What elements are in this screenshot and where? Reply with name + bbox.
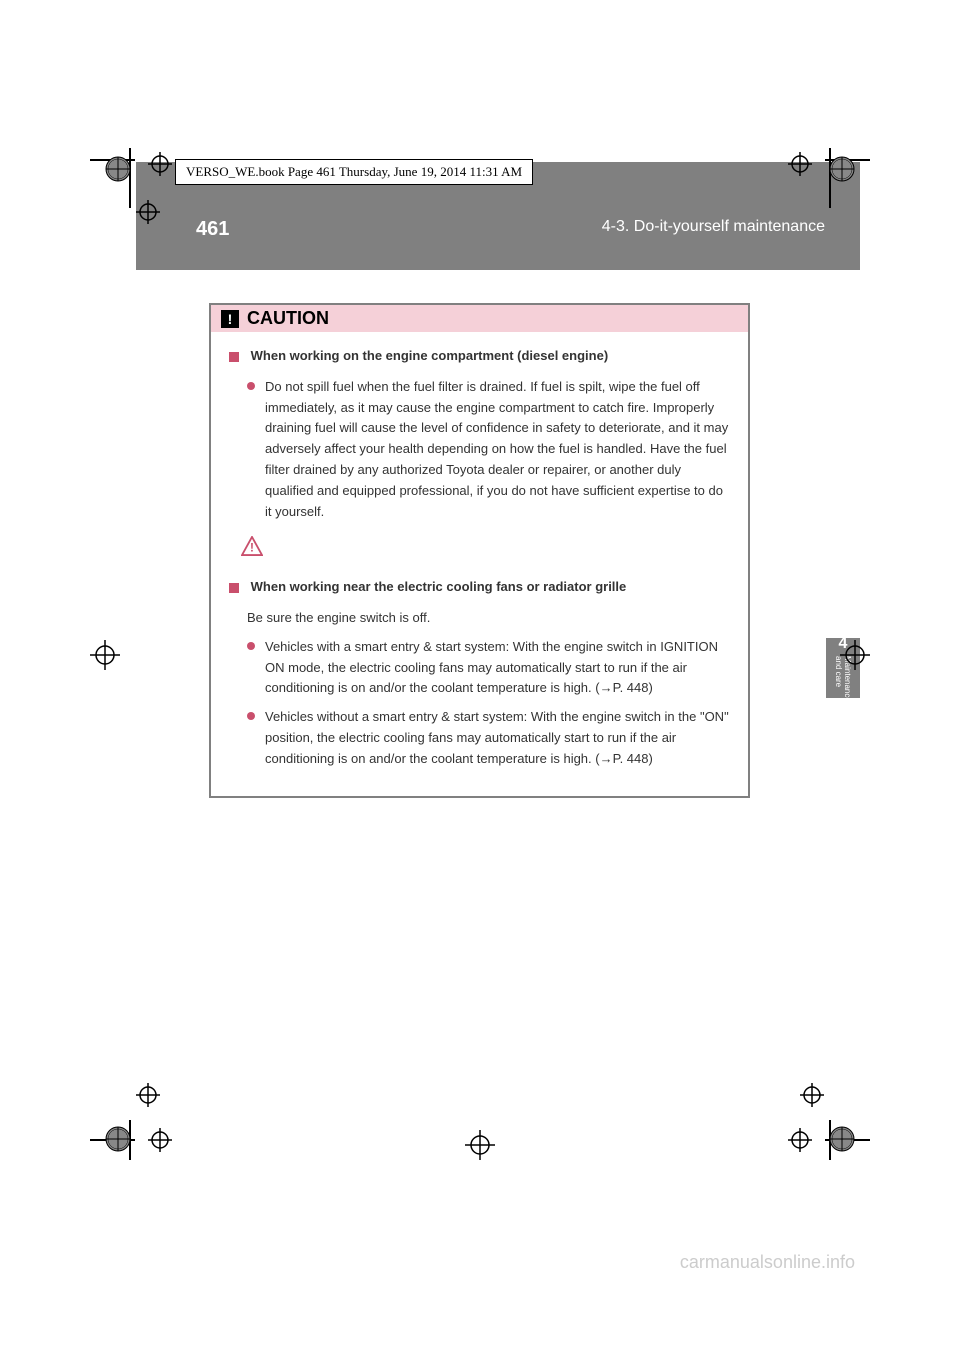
- bullet-item: Vehicles with a smart entry & start syst…: [247, 637, 730, 699]
- warning-triangle-icon: !: [241, 536, 730, 563]
- section-marker-icon: [229, 583, 239, 593]
- crosshair-icon: [788, 152, 812, 181]
- page-container: VERSO_WE.book Page 461 Thursday, June 19…: [0, 0, 960, 1358]
- caution-body: When working on the engine compartment (…: [211, 332, 748, 796]
- crosshair-icon: [148, 1128, 172, 1157]
- section-title: 4-3. Do-it-yourself maintenance: [602, 218, 825, 236]
- caution-header: ! CAUTION: [211, 305, 748, 332]
- crop-mark-icon: [90, 640, 120, 670]
- bullet-icon: [247, 382, 255, 390]
- registration-mark-icon: [828, 155, 856, 188]
- section-heading: When working near the electric cooling f…: [251, 579, 627, 594]
- caution-section: When working near the electric cooling f…: [229, 577, 730, 598]
- page-number: 461: [196, 218, 229, 241]
- registration-mark-icon: [828, 1125, 856, 1158]
- crop-mark-icon: [840, 640, 870, 670]
- section-marker-icon: [229, 352, 239, 362]
- bullet-icon: [247, 642, 255, 650]
- bullet-item: Do not spill fuel when the fuel filter i…: [247, 377, 730, 523]
- warning-icon: !: [221, 310, 239, 328]
- crosshair-icon: [136, 1083, 160, 1112]
- section-intro: Be sure the engine switch is off.: [247, 608, 730, 629]
- bullet-text: Do not spill fuel when the fuel filter i…: [265, 377, 730, 523]
- crosshair-icon: [136, 200, 160, 229]
- caution-box: ! CAUTION When working on the engine com…: [209, 303, 750, 798]
- print-info-header: VERSO_WE.book Page 461 Thursday, June 19…: [175, 159, 533, 185]
- crosshair-icon: [788, 1128, 812, 1157]
- bullet-icon: [247, 712, 255, 720]
- bullet-item: Vehicles without a smart entry & start s…: [247, 707, 730, 769]
- bullet-text: Vehicles without a smart entry & start s…: [265, 707, 730, 769]
- svg-text:!: !: [250, 541, 254, 555]
- caution-label: CAUTION: [247, 308, 329, 329]
- registration-mark-icon: [104, 155, 132, 188]
- bullet-text: Vehicles with a smart entry & start syst…: [265, 637, 730, 699]
- watermark-text: carmanualsonline.info: [680, 1252, 855, 1273]
- section-heading: When working on the engine compartment (…: [251, 348, 609, 363]
- crosshair-icon: [148, 152, 172, 181]
- caution-section: When working on the engine compartment (…: [229, 346, 730, 367]
- registration-mark-icon: [104, 1125, 132, 1158]
- crosshair-icon: [800, 1083, 824, 1112]
- crop-mark-icon: [465, 1130, 495, 1160]
